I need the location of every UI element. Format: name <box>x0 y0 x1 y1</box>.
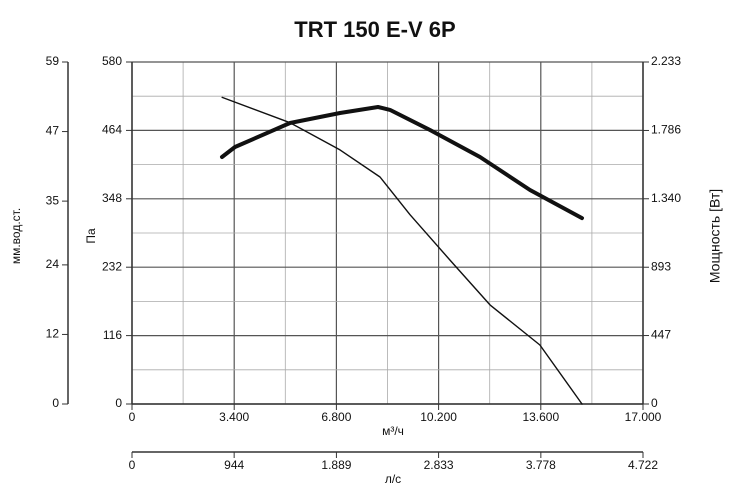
x2-axis-label: л/с <box>385 472 401 486</box>
y-outer-tick-label: 12 <box>46 327 60 341</box>
y2-tick-label: 2.233 <box>651 54 681 68</box>
y2-tick-label: 1.340 <box>651 191 681 205</box>
y-tick-label: 464 <box>102 123 122 137</box>
x-tick-label: 13.600 <box>522 410 559 424</box>
y-outer-tick-label: 35 <box>46 193 60 207</box>
y-tick-label: 116 <box>103 328 122 342</box>
y2-tick-label: 447 <box>651 328 671 342</box>
y-tick-label: 580 <box>102 54 122 68</box>
x2-tick-label: 1.889 <box>321 458 351 472</box>
x2-tick-label: 2.833 <box>424 458 454 472</box>
y-tick-label: 232 <box>102 259 122 273</box>
y-outer-tick-label: 47 <box>46 124 60 138</box>
chart-title: TRT 150 E-V 6P <box>294 17 455 42</box>
y-tick-label: 0 <box>115 396 122 410</box>
x2-tick-label: 3.778 <box>526 458 556 472</box>
x2-tick-label: 0 <box>129 458 136 472</box>
y2-axis-label: Мощность [Вт] <box>707 189 723 283</box>
x-axis-label: м³/ч <box>382 424 404 438</box>
y-outer-axis-label: мм.вод.ст. <box>9 208 23 264</box>
y-outer-tick-label: 59 <box>46 54 60 68</box>
series-line <box>220 105 584 221</box>
series-line <box>221 96 583 405</box>
y2-tick-label: 0 <box>651 396 658 410</box>
x2-tick-label: 944 <box>224 458 244 472</box>
x-tick-label: 6.800 <box>321 410 351 424</box>
x-tick-label: 3.400 <box>219 410 249 424</box>
x-tick-label: 0 <box>129 410 136 424</box>
y-outer-tick-label: 0 <box>52 396 59 410</box>
y-outer-tick-label: 24 <box>46 257 60 271</box>
y-tick-label: 348 <box>102 191 122 205</box>
x2-tick-label: 4.722 <box>628 458 658 472</box>
x-tick-label: 10.200 <box>420 410 457 424</box>
y2-tick-label: 1.786 <box>651 123 681 137</box>
y2-tick-label: 893 <box>651 259 671 273</box>
y-axis-label: Па <box>84 228 98 244</box>
x-tick-label: 17.000 <box>625 410 662 424</box>
